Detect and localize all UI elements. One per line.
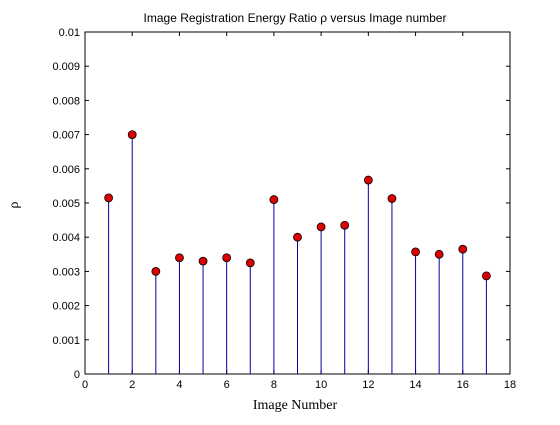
stem-marker xyxy=(340,220,350,230)
stem-marker xyxy=(151,266,161,276)
y-tick-label: 0.008 xyxy=(52,95,80,107)
x-tick-label: 14 xyxy=(409,379,421,391)
y-tick-label: 0.007 xyxy=(52,130,80,142)
chart-title: Image Registration Energy Ratio ρ versus… xyxy=(144,11,447,25)
x-tick-label: 6 xyxy=(224,379,230,391)
stem-marker xyxy=(316,222,326,232)
x-tick-label: 16 xyxy=(457,379,469,391)
stem-marker xyxy=(363,175,373,185)
x-tick-label: 12 xyxy=(362,379,374,391)
x-tick-label: 2 xyxy=(129,379,135,391)
y-tick-label: 0 xyxy=(74,369,80,381)
stem-marker xyxy=(269,195,279,204)
stem-marker xyxy=(127,130,137,140)
y-tick-label: 0.001 xyxy=(52,335,80,347)
stem-marker xyxy=(245,258,255,268)
x-tick-label: 18 xyxy=(504,379,516,391)
x-tick-label: 4 xyxy=(176,379,182,391)
y-tick-label: 0.009 xyxy=(52,61,80,73)
x-axis-label: Image Number xyxy=(253,398,338,413)
stem-series xyxy=(108,134,487,374)
stem-marker xyxy=(293,232,302,242)
stem-marker xyxy=(175,253,184,263)
stem-marker xyxy=(411,247,420,257)
x-tick-label: 10 xyxy=(315,379,327,391)
x-axis-ticks: 0 2 4 6 8 10 12 14 16 18 xyxy=(82,32,516,391)
stem-marker xyxy=(104,193,114,203)
stem-markers xyxy=(104,130,491,281)
x-tick-label: 8 xyxy=(271,379,277,391)
stem-marker xyxy=(458,244,468,254)
stem-marker xyxy=(387,194,397,203)
x-tick-label: 0 xyxy=(82,379,88,391)
stem-marker xyxy=(481,271,491,281)
y-axis-ticks: 0 0.001 0.002 0.003 0.004 0.005 0.006 0.007 0.00… xyxy=(52,27,510,381)
stem-marker xyxy=(434,249,444,259)
y-tick-label: 0.002 xyxy=(52,301,80,313)
y-tick-label: 0.01 xyxy=(59,27,80,39)
y-tick-label: 0.006 xyxy=(52,164,80,176)
stem-marker xyxy=(198,256,208,266)
y-axis-label: ρ xyxy=(7,202,22,209)
y-tick-label: 0.004 xyxy=(52,232,80,244)
stem-marker xyxy=(222,253,232,263)
y-tick-label: 0.005 xyxy=(52,198,80,210)
y-tick-label: 0.003 xyxy=(52,266,80,278)
